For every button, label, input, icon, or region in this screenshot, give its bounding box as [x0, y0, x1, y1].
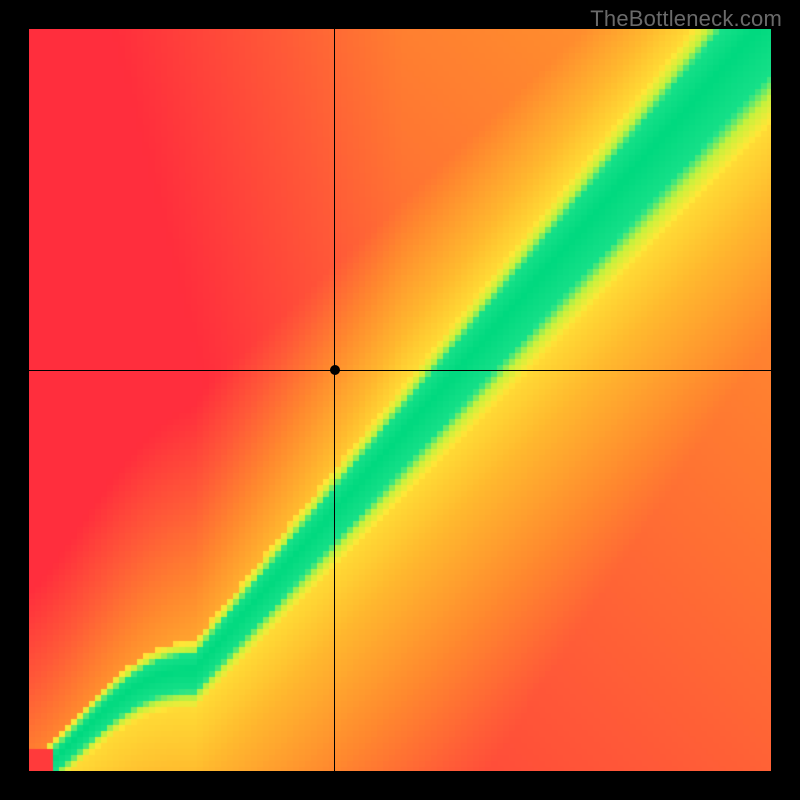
- heatmap-canvas: [29, 29, 771, 771]
- heatmap-plot: [29, 29, 771, 771]
- crosshair-vertical: [334, 29, 335, 771]
- watermark-text: TheBottleneck.com: [590, 6, 782, 32]
- marker-dot: [330, 365, 340, 375]
- crosshair-horizontal: [29, 370, 771, 371]
